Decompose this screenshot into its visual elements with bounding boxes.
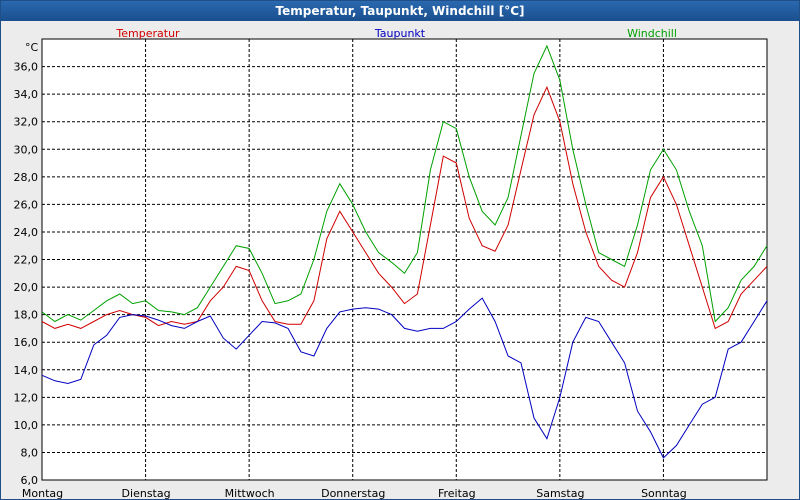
series-line-taupunkt [41,297,768,459]
x-tick-day: Dienstag [122,487,171,499]
y-tick-label: 6,0 [21,474,39,487]
y-tick-label: 12,0 [14,391,39,404]
y-tick-label: 20,0 [14,281,39,294]
y-tick-label: 22,0 [14,254,39,267]
y-tick-label: 14,0 [14,364,39,377]
y-tick-label: 36,0 [14,61,39,74]
axis-ticks: 6,0 8,0 10,0 12,0 14,0 16,0 18,0 20,0 22,0 24,0 26… [14,61,687,499]
x-tick-day: Montag [22,487,63,499]
x-tick-day: Samstag [536,487,584,499]
y-tick-label: 30,0 [14,143,39,156]
data-series [41,44,768,459]
series-line-windchill [41,44,768,323]
y-tick-label: 24,0 [14,226,39,239]
y-tick-label: 18,0 [14,309,39,322]
x-tick-day: Sonntag [641,487,687,499]
grid-lines [42,39,767,480]
x-tick-day: Freitag [438,487,476,499]
y-tick-label: 8,0 [21,446,39,459]
legend-temperatur: Temperatur [115,27,180,40]
x-tick-day: Mittwoch [225,487,275,499]
legend-windchill: Windchill [627,27,677,40]
y-tick-label: 10,0 [14,419,39,432]
y-axis-unit-label: °C [25,41,39,54]
y-tick-label: 28,0 [14,171,39,184]
y-tick-label: 26,0 [14,198,39,211]
chart-area: 6,0 8,0 10,0 12,0 14,0 16,0 18,0 20,0 22,0 24,0 26… [14,27,768,499]
y-tick-label: 16,0 [14,336,39,349]
y-tick-label: 34,0 [14,88,39,101]
x-tick-day: Donnerstag [321,487,385,499]
y-tick-label: 32,0 [14,116,39,129]
legend-taupunkt: Taupunkt [374,27,426,40]
series-line-temperatur [41,85,768,330]
window-title: Temperatur, Taupunkt, Windchill [°C] [1,1,799,21]
